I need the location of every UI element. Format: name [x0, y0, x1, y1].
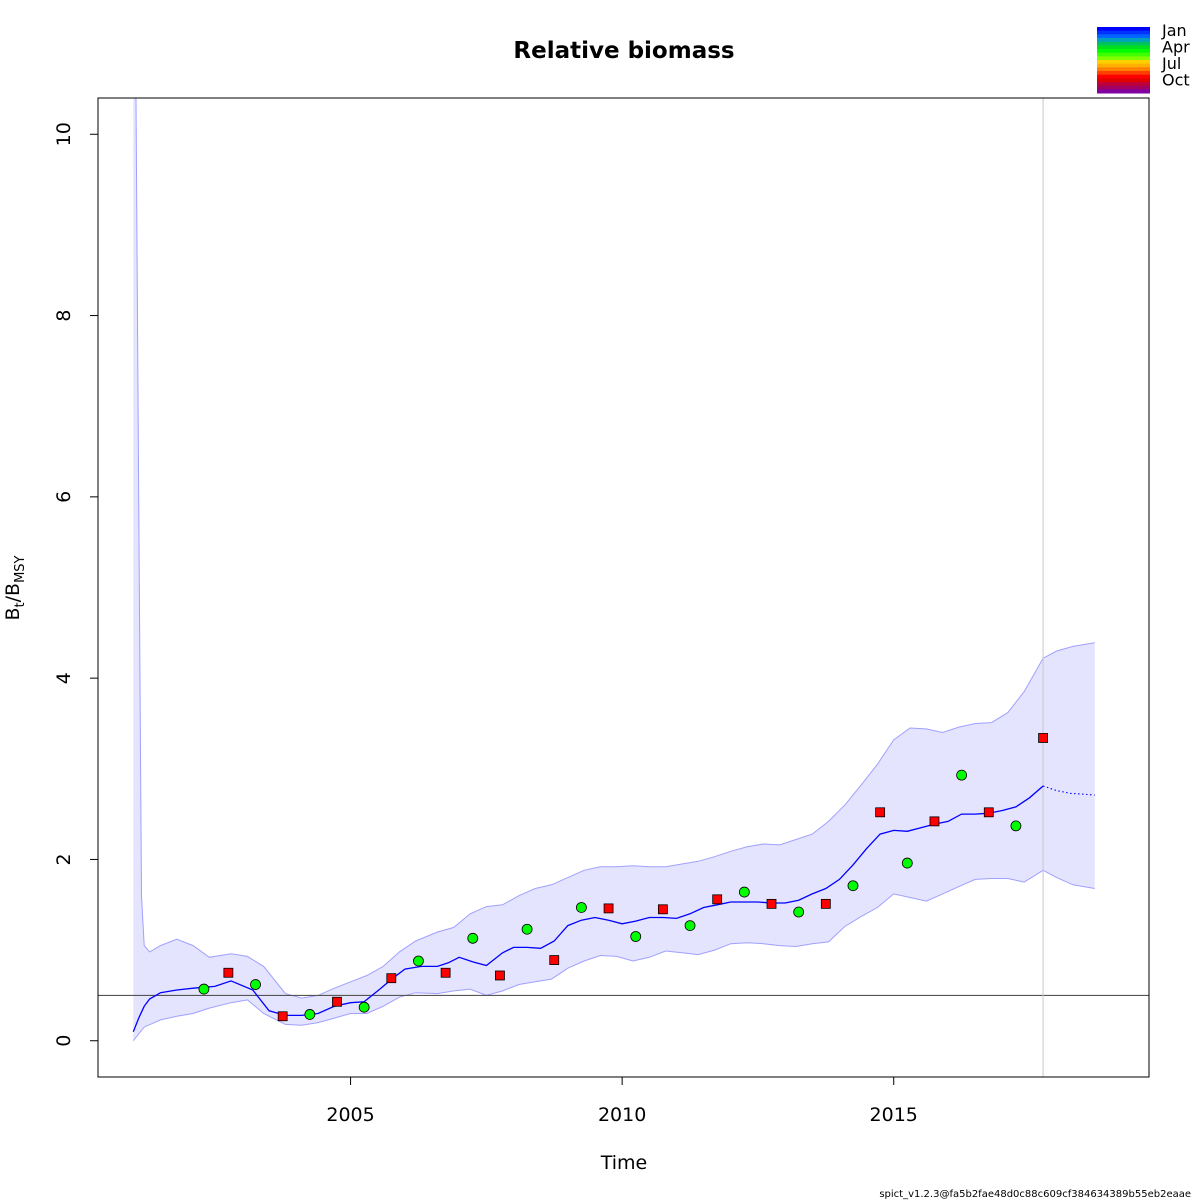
chart-title: Relative biomass: [513, 38, 734, 64]
index-point-q1: [738, 886, 750, 898]
x-tick-label: 2010: [598, 1104, 646, 1126]
legend-color-swatch: [1097, 56, 1150, 61]
index-point-q4: [766, 898, 777, 909]
y-tick-label: 10: [53, 122, 75, 146]
legend-color-swatch: [1097, 63, 1150, 68]
legend-color-swatch: [1097, 34, 1150, 39]
index-point-q4: [929, 816, 940, 827]
y-label-sub-msy: MSY: [13, 555, 28, 582]
index-point-q4: [1038, 733, 1048, 743]
confidence-band: [133, 98, 1095, 1041]
index-point-q1: [304, 1009, 316, 1020]
legend-color-swatch: [1097, 74, 1150, 79]
index-point-q4: [223, 967, 234, 978]
y-tick-label: 4: [53, 672, 75, 684]
legend-label-jan: Jan: [1161, 21, 1187, 40]
y-tick-label: 2: [53, 853, 75, 865]
y-axis-label: Bt/BMSY: [2, 555, 28, 620]
y-axis: 0 2 4 6 8 10: [53, 122, 99, 1047]
y-label-sep: /B: [2, 583, 24, 602]
index-point-q1: [793, 906, 805, 918]
index-point-q4: [983, 807, 994, 818]
legend-color-swatch: [1097, 71, 1150, 76]
index-point-q1: [198, 983, 210, 995]
index-point-q1: [956, 769, 968, 781]
index-point-q4: [495, 970, 505, 981]
y-tick-label: 0: [53, 1035, 75, 1047]
legend-color-swatch: [1097, 78, 1150, 83]
index-point-q1: [413, 955, 424, 967]
index-point-q1: [1010, 820, 1022, 832]
index-point-q4: [657, 904, 668, 915]
y-label-main: B: [2, 607, 24, 620]
legend-label-oct: Oct: [1162, 71, 1190, 90]
legend-color-swatch: [1097, 67, 1150, 72]
legend-color-swatch: [1097, 38, 1150, 43]
index-point-q4: [549, 955, 560, 965]
legend-label-apr: Apr: [1162, 38, 1190, 57]
index-point-q1: [847, 880, 859, 892]
index-point-q4: [386, 973, 397, 984]
legend-color-swatch: [1097, 52, 1150, 57]
x-tick-label: 2015: [870, 1104, 918, 1126]
index-point-q1: [576, 902, 587, 913]
legend-color-swatch: [1097, 82, 1150, 87]
index-point-q1: [684, 920, 696, 932]
version-footer: spict_v1.2.3@fa5b2fae48d0c88c609cf384634…: [879, 1189, 1191, 1200]
legend-color-swatch: [1097, 45, 1150, 50]
legend-color-swatch: [1097, 30, 1150, 35]
legend-color-swatch: [1097, 85, 1150, 90]
index-point-q1: [901, 857, 913, 869]
index-point-q4: [820, 898, 831, 909]
index-point-q4: [712, 894, 723, 905]
legend-color-swatch: [1097, 41, 1150, 46]
index-point-q1: [521, 923, 533, 935]
ci-upper-line: [133, 98, 1095, 999]
y-tick-label: 8: [53, 310, 75, 322]
y-label-sub-t: t: [13, 602, 28, 607]
index-point-q1: [250, 979, 261, 990]
y-tick-label: 6: [53, 491, 75, 503]
legend-color-swatch: [1097, 49, 1150, 54]
index-point-q1: [467, 932, 479, 944]
legend-color-swatch: [1097, 60, 1150, 65]
index-point-q1: [630, 931, 642, 942]
ci-lower-line: [132, 869, 1095, 1042]
index-point-q4: [332, 996, 342, 1007]
plot-area: [98, 98, 1149, 1077]
forecast-line: [1042, 785, 1095, 796]
x-axis: 2005 2010 2015: [326, 1076, 918, 1126]
legend-color-swatch: [1097, 89, 1150, 94]
index-point-q1: [358, 1001, 370, 1013]
x-tick-label: 2005: [326, 1104, 374, 1126]
x-axis-label: Time: [600, 1152, 648, 1174]
legend-label-jul: Jul: [1161, 54, 1181, 73]
index-point-q4: [875, 807, 886, 818]
index-point-q4: [277, 1011, 288, 1022]
index-point-q4: [440, 967, 451, 978]
legend-color-swatch: [1097, 27, 1150, 32]
index-point-q4: [603, 903, 614, 914]
